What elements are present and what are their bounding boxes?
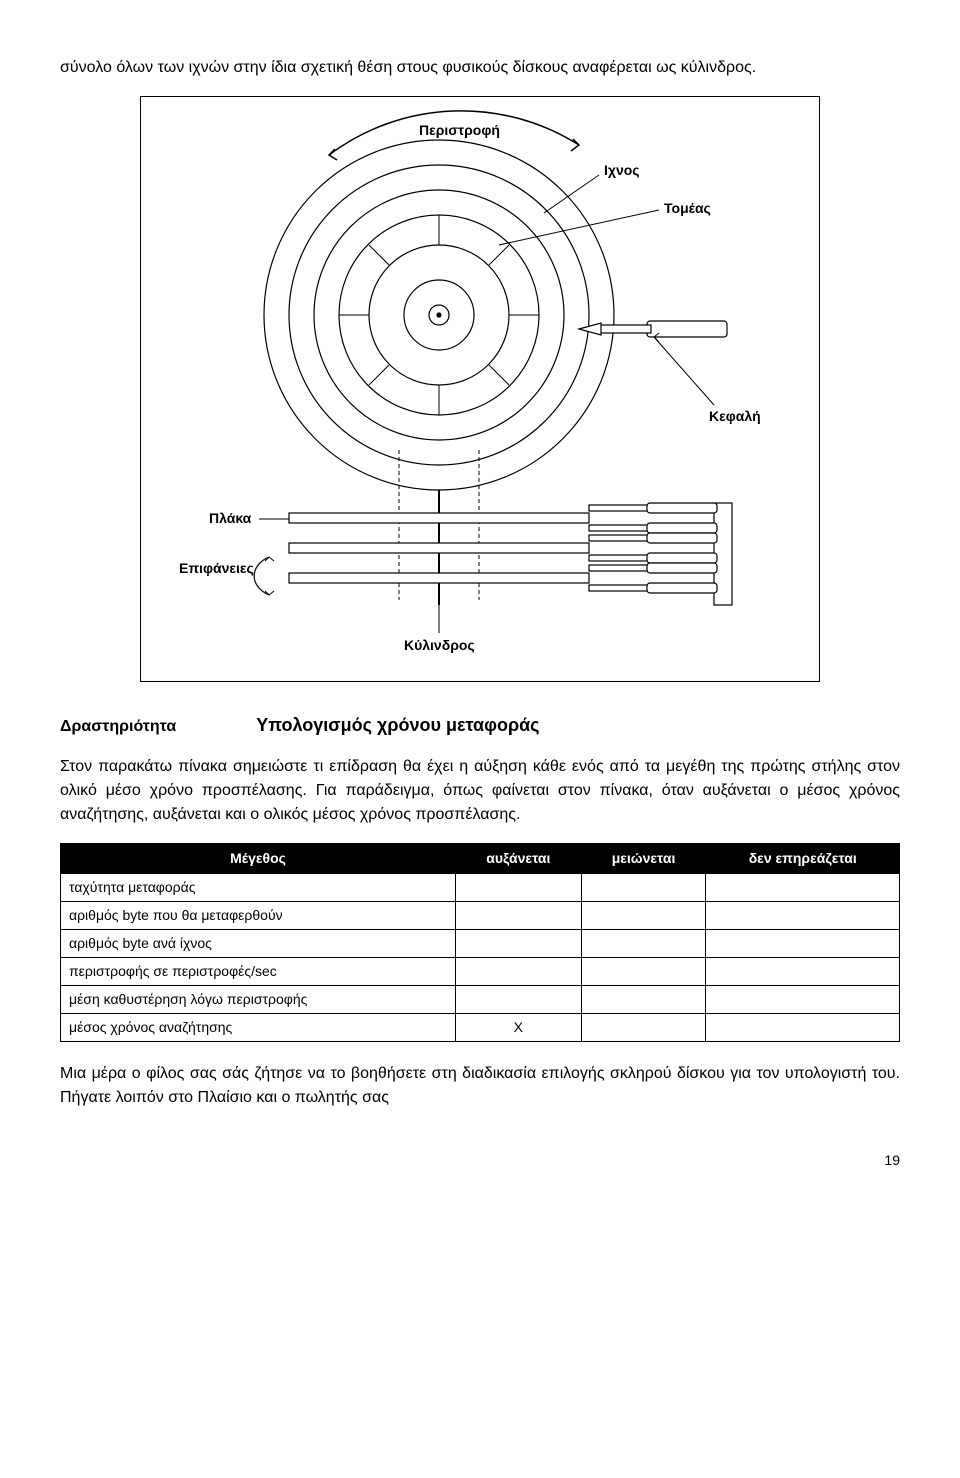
th-auxanetai: αυξάνεται [456, 844, 582, 874]
intro-paragraph: σύνολο όλων των ιχνών στην ίδια σχετική … [60, 56, 900, 80]
page-number: 19 [60, 1150, 900, 1171]
closing-paragraph: Μια μέρα ο φίλος σας σάς ζήτησε να το βο… [60, 1062, 900, 1110]
label-epifaneies: Επιφάνειες [179, 560, 254, 576]
label-tomeas: Τομέας [664, 200, 711, 216]
activity-label: Δραστηριότητα [60, 715, 176, 739]
label-kylindros: Κύλινδρος [404, 637, 475, 653]
disk-diagram: Περιστροφή Ιχνος Τομέας [140, 96, 820, 682]
table-row: περιστροφής σε περιστροφές/sec [61, 958, 900, 986]
th-megethos: Μέγεθος [61, 844, 456, 874]
activity-header: Δραστηριότητα Υπολογισμός χρόνου μεταφορ… [60, 712, 900, 739]
th-meionetai: μειώνεται [581, 844, 706, 874]
label-ichnos: Ιχνος [604, 162, 640, 178]
table-row: αριθμός byte που θα μεταφερθούν [61, 902, 900, 930]
activity-title: Υπολογισμός χρόνου μεταφοράς [256, 712, 539, 739]
table-row: ταχύτητα μεταφοράς [61, 874, 900, 902]
table-row: αριθμός byte ανά ίχνος [61, 930, 900, 958]
label-plaka: Πλάκα [209, 510, 252, 526]
activity-paragraph: Στον παρακάτω πίνακα σημειώστε τι επίδρα… [60, 755, 900, 827]
table-row: μέση καθυστέρηση λόγω περιστροφής [61, 986, 900, 1014]
label-kefali: Κεφαλή [709, 408, 761, 424]
disk-platter-top [264, 140, 614, 490]
platter-stack [289, 513, 589, 583]
label-peristrofi: Περιστροφή [419, 122, 500, 138]
effects-table: Μέγεθος αυξάνεται μειώνεται δεν επηρεάζε… [60, 843, 900, 1042]
th-den-epireazetai: δεν επηρεάζεται [706, 844, 900, 874]
table-row: μέσος χρόνος αναζήτησης X [61, 1014, 900, 1042]
disk-head-arm [579, 321, 727, 337]
